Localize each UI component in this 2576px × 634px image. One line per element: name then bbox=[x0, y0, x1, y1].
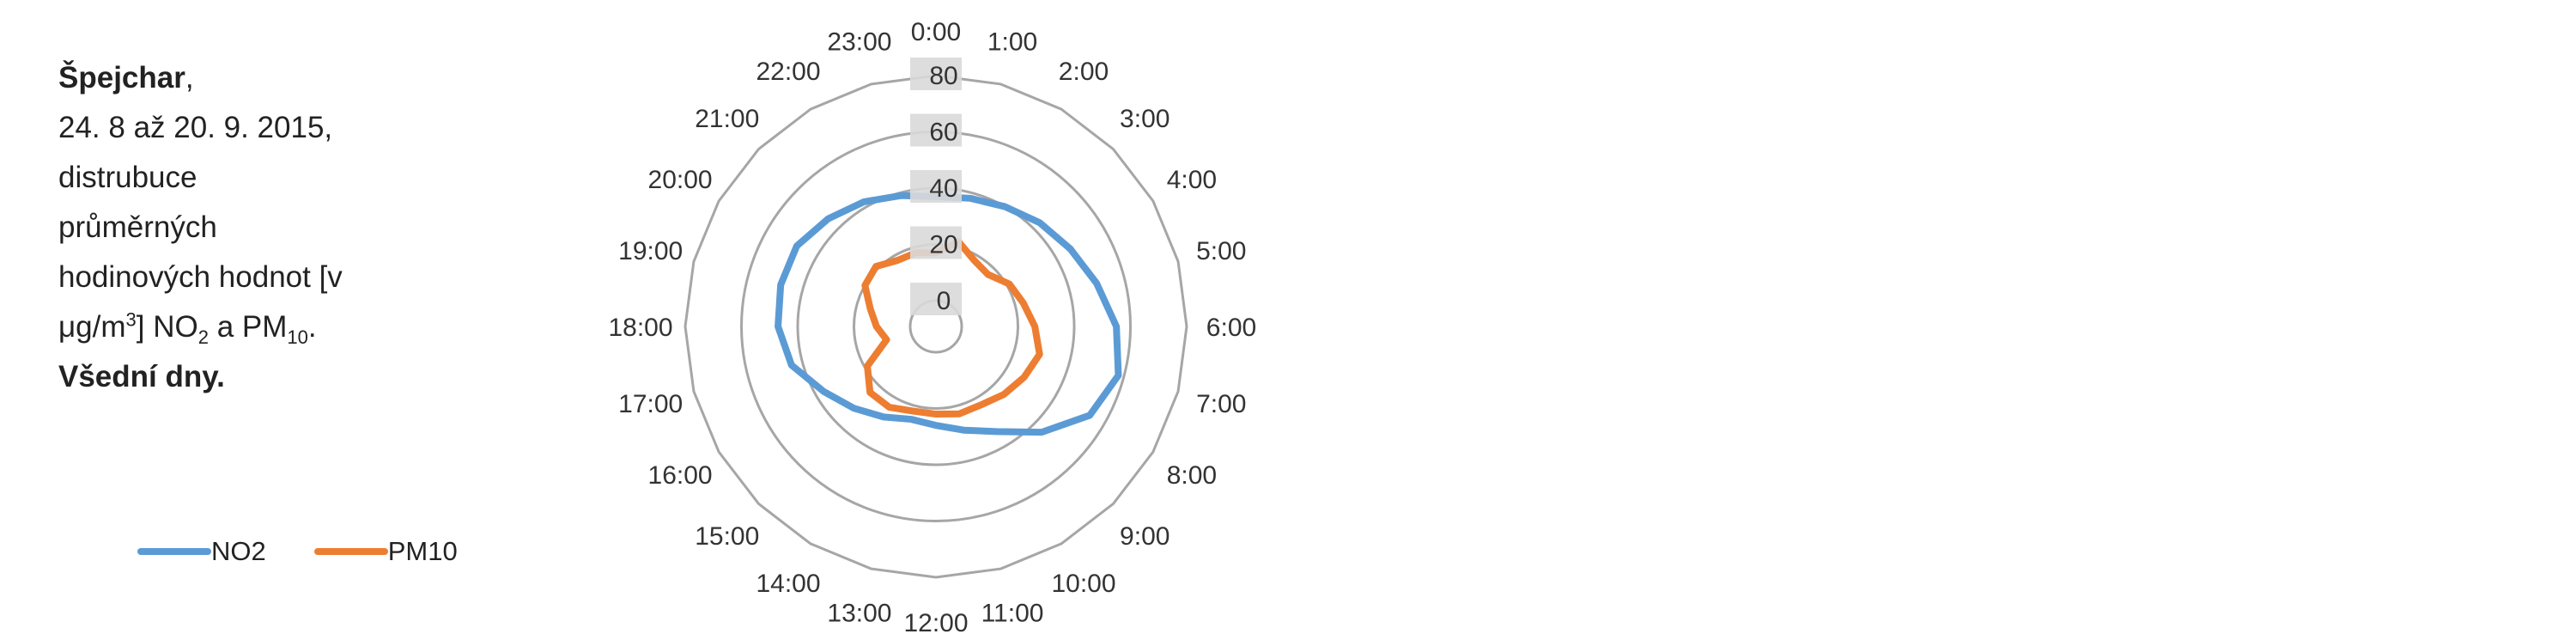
data-point-pm10 bbox=[1034, 326, 1036, 327]
data-point-pm10 bbox=[958, 413, 960, 415]
radial-tick-bg bbox=[910, 170, 962, 203]
caption-line3: distrubuce bbox=[58, 161, 197, 194]
category-label: 6:00 bbox=[1206, 314, 1256, 342]
data-point-pm10 bbox=[1009, 283, 1011, 285]
category-label: 4:00 bbox=[1167, 166, 1217, 194]
data-point-pm10 bbox=[870, 308, 872, 310]
category-label: 12:00 bbox=[903, 609, 968, 634]
gridline-outer bbox=[683, 74, 1188, 579]
data-point-no2 bbox=[900, 195, 902, 197]
category-label: 11:00 bbox=[981, 599, 1044, 627]
data-point-no2 bbox=[1089, 414, 1091, 416]
data-point-no2 bbox=[1069, 248, 1071, 250]
category-label: 23:00 bbox=[827, 28, 891, 57]
legend-swatch-pm10 bbox=[313, 548, 388, 555]
data-point-no2 bbox=[935, 424, 937, 426]
data-point-no2 bbox=[1115, 326, 1117, 327]
category-label: 19:00 bbox=[618, 237, 683, 265]
data-point-pm10 bbox=[1023, 302, 1024, 304]
category-label: 13:00 bbox=[827, 599, 891, 627]
series-pm10 bbox=[861, 238, 1043, 418]
caption-line4: průměrných bbox=[58, 210, 217, 244]
data-point-pm10 bbox=[886, 338, 888, 340]
legend-label-no2: NO2 bbox=[211, 536, 266, 566]
category-label: 7:00 bbox=[1196, 390, 1246, 418]
category-label: 14:00 bbox=[756, 570, 820, 598]
data-point-pm10 bbox=[875, 265, 877, 267]
caption-site-comma: , bbox=[185, 61, 194, 94]
category-label: 2:00 bbox=[1059, 58, 1109, 86]
data-point-pm10 bbox=[935, 413, 937, 415]
legend-swatch-no2 bbox=[137, 548, 211, 555]
data-point-no2 bbox=[910, 418, 912, 420]
category-label: 9:00 bbox=[1120, 522, 1170, 551]
caption-unit-prefix: μg/m bbox=[58, 310, 126, 344]
data-point-no2 bbox=[828, 218, 829, 220]
category-label: 10:00 bbox=[1051, 570, 1115, 598]
data-point-no2 bbox=[791, 364, 793, 366]
data-point-no2 bbox=[996, 430, 998, 432]
data-point-no2 bbox=[796, 245, 798, 247]
category-label: 15:00 bbox=[695, 522, 759, 551]
radial-tick-label: 20 bbox=[929, 231, 957, 259]
legend-item-no2: NO2 bbox=[137, 536, 266, 567]
caption-no2-sub: 2 bbox=[197, 326, 209, 348]
radial-tick-bg bbox=[910, 226, 962, 259]
category-label: 18:00 bbox=[608, 314, 672, 342]
data-point-pm10 bbox=[889, 406, 890, 408]
data-point-pm10 bbox=[897, 259, 899, 261]
caption-line5: hodinových hodnot [v bbox=[58, 260, 343, 294]
legend-label-pm10: PM10 bbox=[387, 536, 458, 566]
caption-days: Všední dny. bbox=[58, 360, 225, 393]
data-point-no2 bbox=[823, 391, 824, 393]
data-point-pm10 bbox=[1003, 393, 1005, 395]
caption-unit-mid: ] NO bbox=[136, 310, 198, 344]
category-label: 1:00 bbox=[987, 28, 1037, 57]
radial-tick-bg bbox=[910, 58, 962, 90]
category-label: 22:00 bbox=[756, 58, 820, 86]
category-label: 5:00 bbox=[1196, 237, 1246, 265]
caption-pm-sub: 10 bbox=[287, 326, 308, 348]
category-label: 3:00 bbox=[1120, 105, 1170, 133]
caption-and-pm: a PM bbox=[208, 310, 288, 344]
category-label: 21:00 bbox=[695, 105, 759, 133]
data-point-pm10 bbox=[1039, 353, 1041, 355]
legend-item-pm10: PM10 bbox=[313, 536, 458, 567]
radial-tick-bg bbox=[910, 283, 962, 315]
radial-tick-label: 80 bbox=[929, 62, 957, 90]
data-point-no2 bbox=[863, 201, 865, 203]
chart-caption: Špejchar, 24. 8 až 20. 9. 2015, distrubu… bbox=[58, 53, 419, 402]
radar-chart: 1:00 2:00 3:00 4:00 5:00 6:00 7:00 8:00 9:0010:0… bbox=[608, 18, 1256, 634]
caption-site: Špejchar bbox=[58, 61, 185, 94]
radial-tick-bg bbox=[910, 113, 962, 147]
caption-units: μg/m3] NO2 a PM10. bbox=[58, 302, 419, 352]
data-point-pm10 bbox=[973, 259, 975, 261]
category-label: 8:00 bbox=[1167, 461, 1217, 490]
data-point-pm10 bbox=[866, 365, 868, 367]
category-label: 16:00 bbox=[648, 461, 713, 490]
category-label: 17:00 bbox=[618, 390, 683, 418]
radial-tick-label: 0 bbox=[937, 287, 951, 315]
radial-tick-label: 40 bbox=[929, 174, 957, 203]
caption-period-end: . bbox=[307, 310, 317, 344]
caption-unit-sup: 3 bbox=[125, 308, 137, 331]
data-point-pm10 bbox=[869, 392, 871, 393]
data-point-no2 bbox=[777, 326, 779, 327]
data-point-pm10 bbox=[987, 273, 989, 275]
data-point-pm10 bbox=[876, 326, 878, 327]
category-label: 0:00 bbox=[911, 18, 961, 46]
caption-period: 24. 8 až 20. 9. 2015, bbox=[58, 111, 333, 144]
category-label: 20:00 bbox=[648, 166, 713, 194]
data-point-pm10 bbox=[864, 284, 866, 286]
radial-tick-label: 60 bbox=[929, 119, 957, 147]
chart-legend: NO2 PM10 bbox=[137, 533, 506, 570]
